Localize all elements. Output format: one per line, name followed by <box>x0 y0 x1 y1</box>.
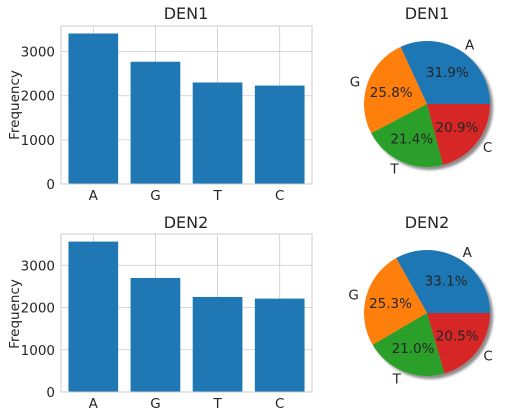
pie-slice-label: C <box>483 140 492 156</box>
pie-slice-A <box>396 250 490 313</box>
bar-chart-title: DEN1 <box>164 4 209 23</box>
y-tick-label: 1000 <box>21 343 55 359</box>
pie-wedges <box>364 250 490 376</box>
bar-C <box>254 298 305 392</box>
pie-slice-label: T <box>392 372 402 388</box>
x-tick-label: G <box>150 188 160 204</box>
pie-slice-C <box>427 313 490 374</box>
x-tick-label: T <box>212 396 222 412</box>
pie-pct-label: 31.9% <box>426 65 469 81</box>
pie-chart-title: DEN2 <box>405 213 450 232</box>
pie-slice-label: T <box>389 162 399 178</box>
pie-slice-label: A <box>465 38 475 54</box>
bar-G <box>130 61 181 184</box>
bar-T <box>192 296 243 392</box>
pie-chart-den2: DEN2 33.1% A 25.3% G 21.0% T 20.5%C <box>348 213 492 388</box>
plot-frame <box>60 25 313 185</box>
pie-pct-label: 21.0% <box>392 341 435 357</box>
pie-chart-title: DEN1 <box>405 4 450 23</box>
pie-pct-label: 25.8% <box>370 85 413 101</box>
pie-pct-label: 20.5% <box>436 329 479 345</box>
pie-plot-area: 33.1% A 25.3% G 21.0% T 20.5%C <box>348 245 492 387</box>
y-tick-label: 2000 <box>21 301 55 317</box>
bar-G <box>130 277 181 392</box>
pie-plot-area: 31.9% A 25.8% G 21.4% T 20.9% C <box>350 38 493 178</box>
pie-pct-label: 20.9% <box>435 120 478 136</box>
pie-wedges <box>364 41 491 167</box>
y-axis-label: Frequency <box>7 279 23 349</box>
y-axis-label: Frequency <box>7 70 23 140</box>
pie-slice-A <box>400 41 491 104</box>
bar-chart-den2: DEN2 Frequency 0 1000 2000 3000 A G T C <box>7 213 313 412</box>
bar-chart-den1: DEN1 Frequency 0 1000 2000 3000 A G T C <box>7 4 313 204</box>
pie-pct-label: 25.3% <box>369 296 412 312</box>
x-tick-label: C <box>275 396 284 412</box>
pie-slice-G <box>364 46 427 134</box>
pie-slice-label: C <box>483 348 492 364</box>
y-tick-label: 1000 <box>21 133 55 149</box>
y-tick-label: 3000 <box>21 258 55 274</box>
bar-A <box>68 33 119 184</box>
pie-slice-C <box>427 104 490 165</box>
y-tick-label: 3000 <box>21 45 55 61</box>
y-tick-label: 2000 <box>21 89 55 105</box>
plot-frame <box>60 233 313 393</box>
x-tick-label: A <box>89 188 99 204</box>
bar-T <box>192 82 243 184</box>
x-tick-label: C <box>275 188 284 204</box>
y-tick-label: 0 <box>46 177 55 193</box>
bar-plot-area: 0 1000 2000 3000 A G T C <box>21 25 313 204</box>
y-tick-label: 0 <box>46 385 55 401</box>
x-tick-label: T <box>212 188 222 204</box>
bar-C <box>254 85 305 184</box>
pie-slice-label: A <box>463 245 473 261</box>
pie-slice-T <box>372 313 445 376</box>
x-tick-label: A <box>89 396 99 412</box>
pie-pct-label: 33.1% <box>425 273 468 289</box>
pie-slice-label: G <box>348 288 358 304</box>
pie-chart-den1: DEN1 31.9% A 25.8% G 21.4% T 20.9% C <box>350 4 493 178</box>
bar-plot-area: 0 1000 2000 3000 A G T C <box>21 233 313 412</box>
pie-slice-label: G <box>350 74 360 90</box>
bar-chart-title: DEN2 <box>164 213 209 232</box>
pie-slice-T <box>371 104 444 167</box>
pie-slice-G <box>364 258 427 345</box>
x-tick-label: G <box>150 396 160 412</box>
bar-A <box>68 241 119 392</box>
pie-pct-label: 21.4% <box>390 132 433 148</box>
